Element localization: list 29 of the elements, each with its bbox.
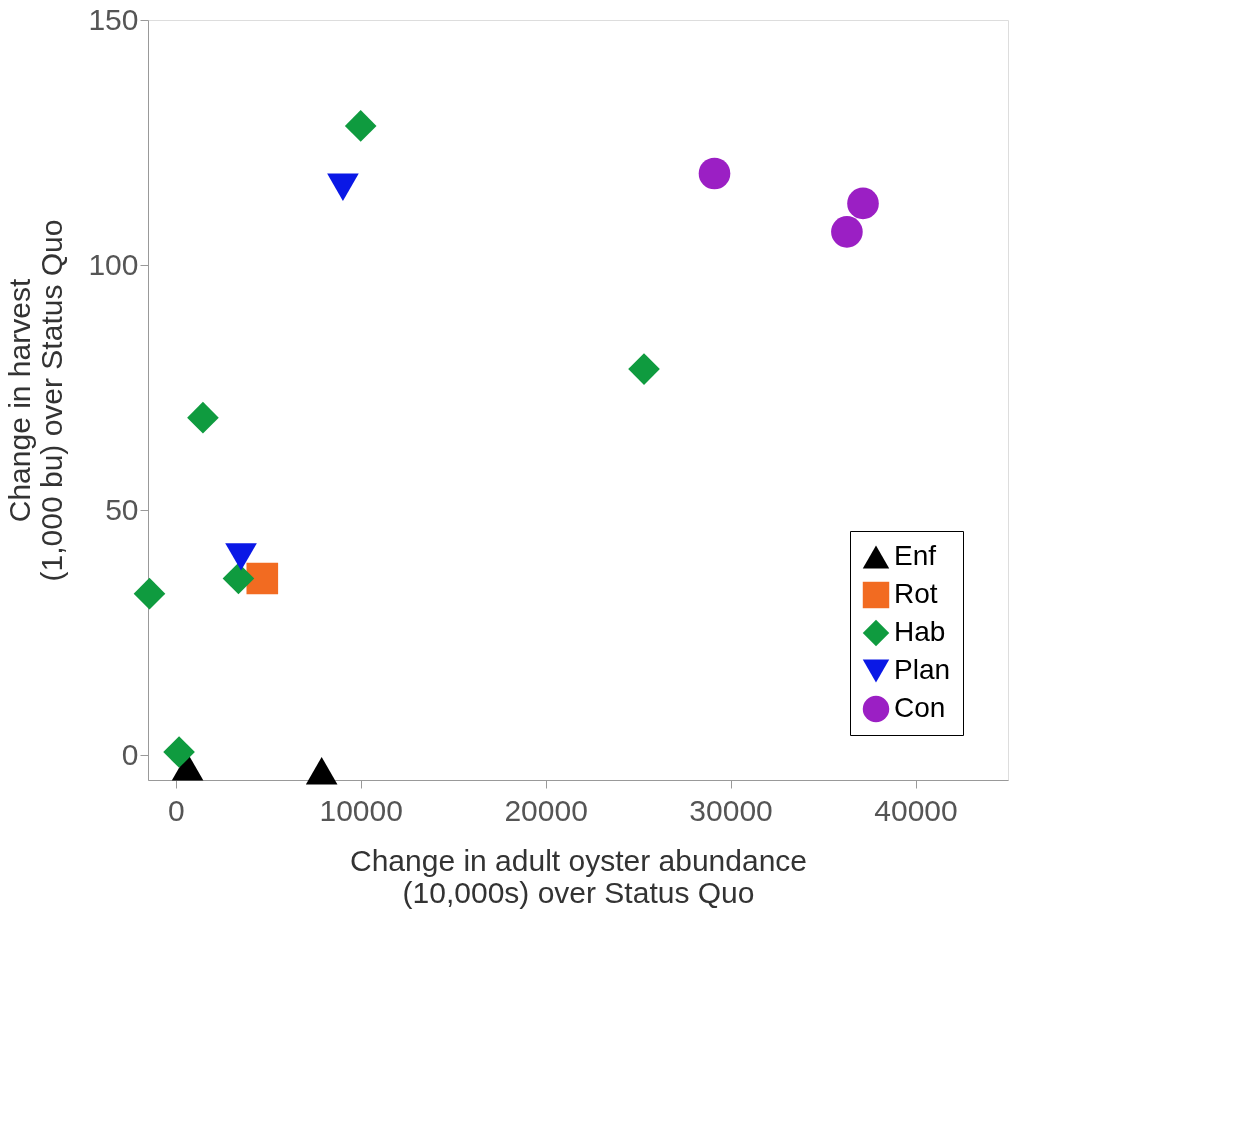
legend-label: Hab [894,616,946,647]
x-axis-title: Change in adult oyster abundance (10,000s) over Status Quo [349,843,808,909]
point [344,110,377,142]
point [133,577,166,610]
y-axis-title: Change in harvest (1,000 bu) over Status Quo [3,219,69,582]
point [187,401,219,434]
legend-label: Con [894,692,946,723]
legend-label: Rot [894,578,938,609]
y-tick-label: 0 [121,737,139,771]
point [698,157,731,190]
x-tick-label: 40000 [874,793,958,827]
y-tick-label: 150 [88,2,139,36]
point [246,562,279,595]
x-tick-label: 20000 [504,793,588,827]
x-tick-label: 30000 [689,793,773,827]
point [225,543,257,571]
point [305,756,338,785]
legend-label: Plan [894,654,951,685]
point [831,216,863,248]
point [628,353,660,385]
point [163,736,195,768]
x-tick-label: 10000 [319,793,403,827]
point [847,187,879,220]
y-tick-label: 100 [88,247,139,281]
x-tick-label: 0 [167,793,185,827]
point [222,562,255,595]
point [327,173,359,201]
legend-label: Enf [894,540,937,571]
y-tick-label: 50 [105,492,139,526]
